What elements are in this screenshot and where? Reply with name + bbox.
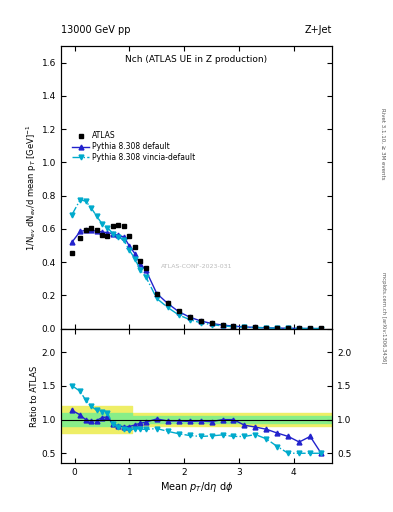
- Text: mcplots.cern.ch [arXiv:1306.3436]: mcplots.cern.ch [arXiv:1306.3436]: [381, 272, 386, 363]
- Text: Nch (ATLAS UE in Z production): Nch (ATLAS UE in Z production): [125, 55, 268, 63]
- Text: 13000 GeV pp: 13000 GeV pp: [61, 25, 130, 35]
- Y-axis label: Ratio to ATLAS: Ratio to ATLAS: [30, 366, 39, 426]
- Legend: ATLAS, Pythia 8.308 default, Pythia 8.308 vincia-default: ATLAS, Pythia 8.308 default, Pythia 8.30…: [70, 129, 198, 164]
- Y-axis label: 1/N$_{ev}$ dN$_{ev}$/d mean p$_T$ [GeV]$^{-1}$: 1/N$_{ev}$ dN$_{ev}$/d mean p$_T$ [GeV]$…: [24, 124, 39, 251]
- X-axis label: Mean $p_T$/d$\eta$ d$\phi$: Mean $p_T$/d$\eta$ d$\phi$: [160, 480, 233, 494]
- Text: Z+Jet: Z+Jet: [305, 25, 332, 35]
- Text: ATLAS-CONF-2023-031: ATLAS-CONF-2023-031: [161, 264, 232, 269]
- Text: Rivet 3.1.10, ≥ 3M events: Rivet 3.1.10, ≥ 3M events: [381, 108, 386, 179]
